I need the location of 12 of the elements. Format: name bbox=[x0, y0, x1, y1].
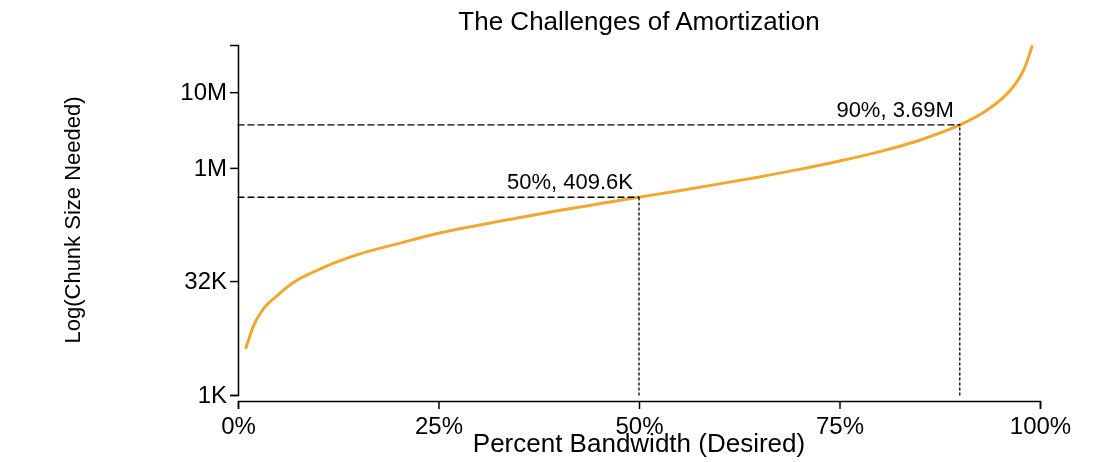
y-tick-label: 1M bbox=[193, 154, 227, 182]
y-tick-label: 10M bbox=[180, 78, 227, 106]
annotation: 50%, 409.6K bbox=[507, 169, 634, 195]
annotation: 90%, 3.69M bbox=[836, 96, 954, 122]
y-axis-title: Log(Chunk Size Needed) bbox=[60, 96, 85, 344]
chart-title: The Challenges of Amortization bbox=[458, 6, 820, 36]
x-tick-label: 0% bbox=[221, 411, 256, 439]
y-tick-label: 32K bbox=[184, 267, 227, 295]
x-tick-label: 75% bbox=[815, 411, 865, 439]
y-tick-label: 1K bbox=[197, 381, 227, 409]
x-tick-label: 25% bbox=[414, 411, 464, 439]
x-tick-label: 100% bbox=[1009, 411, 1072, 439]
